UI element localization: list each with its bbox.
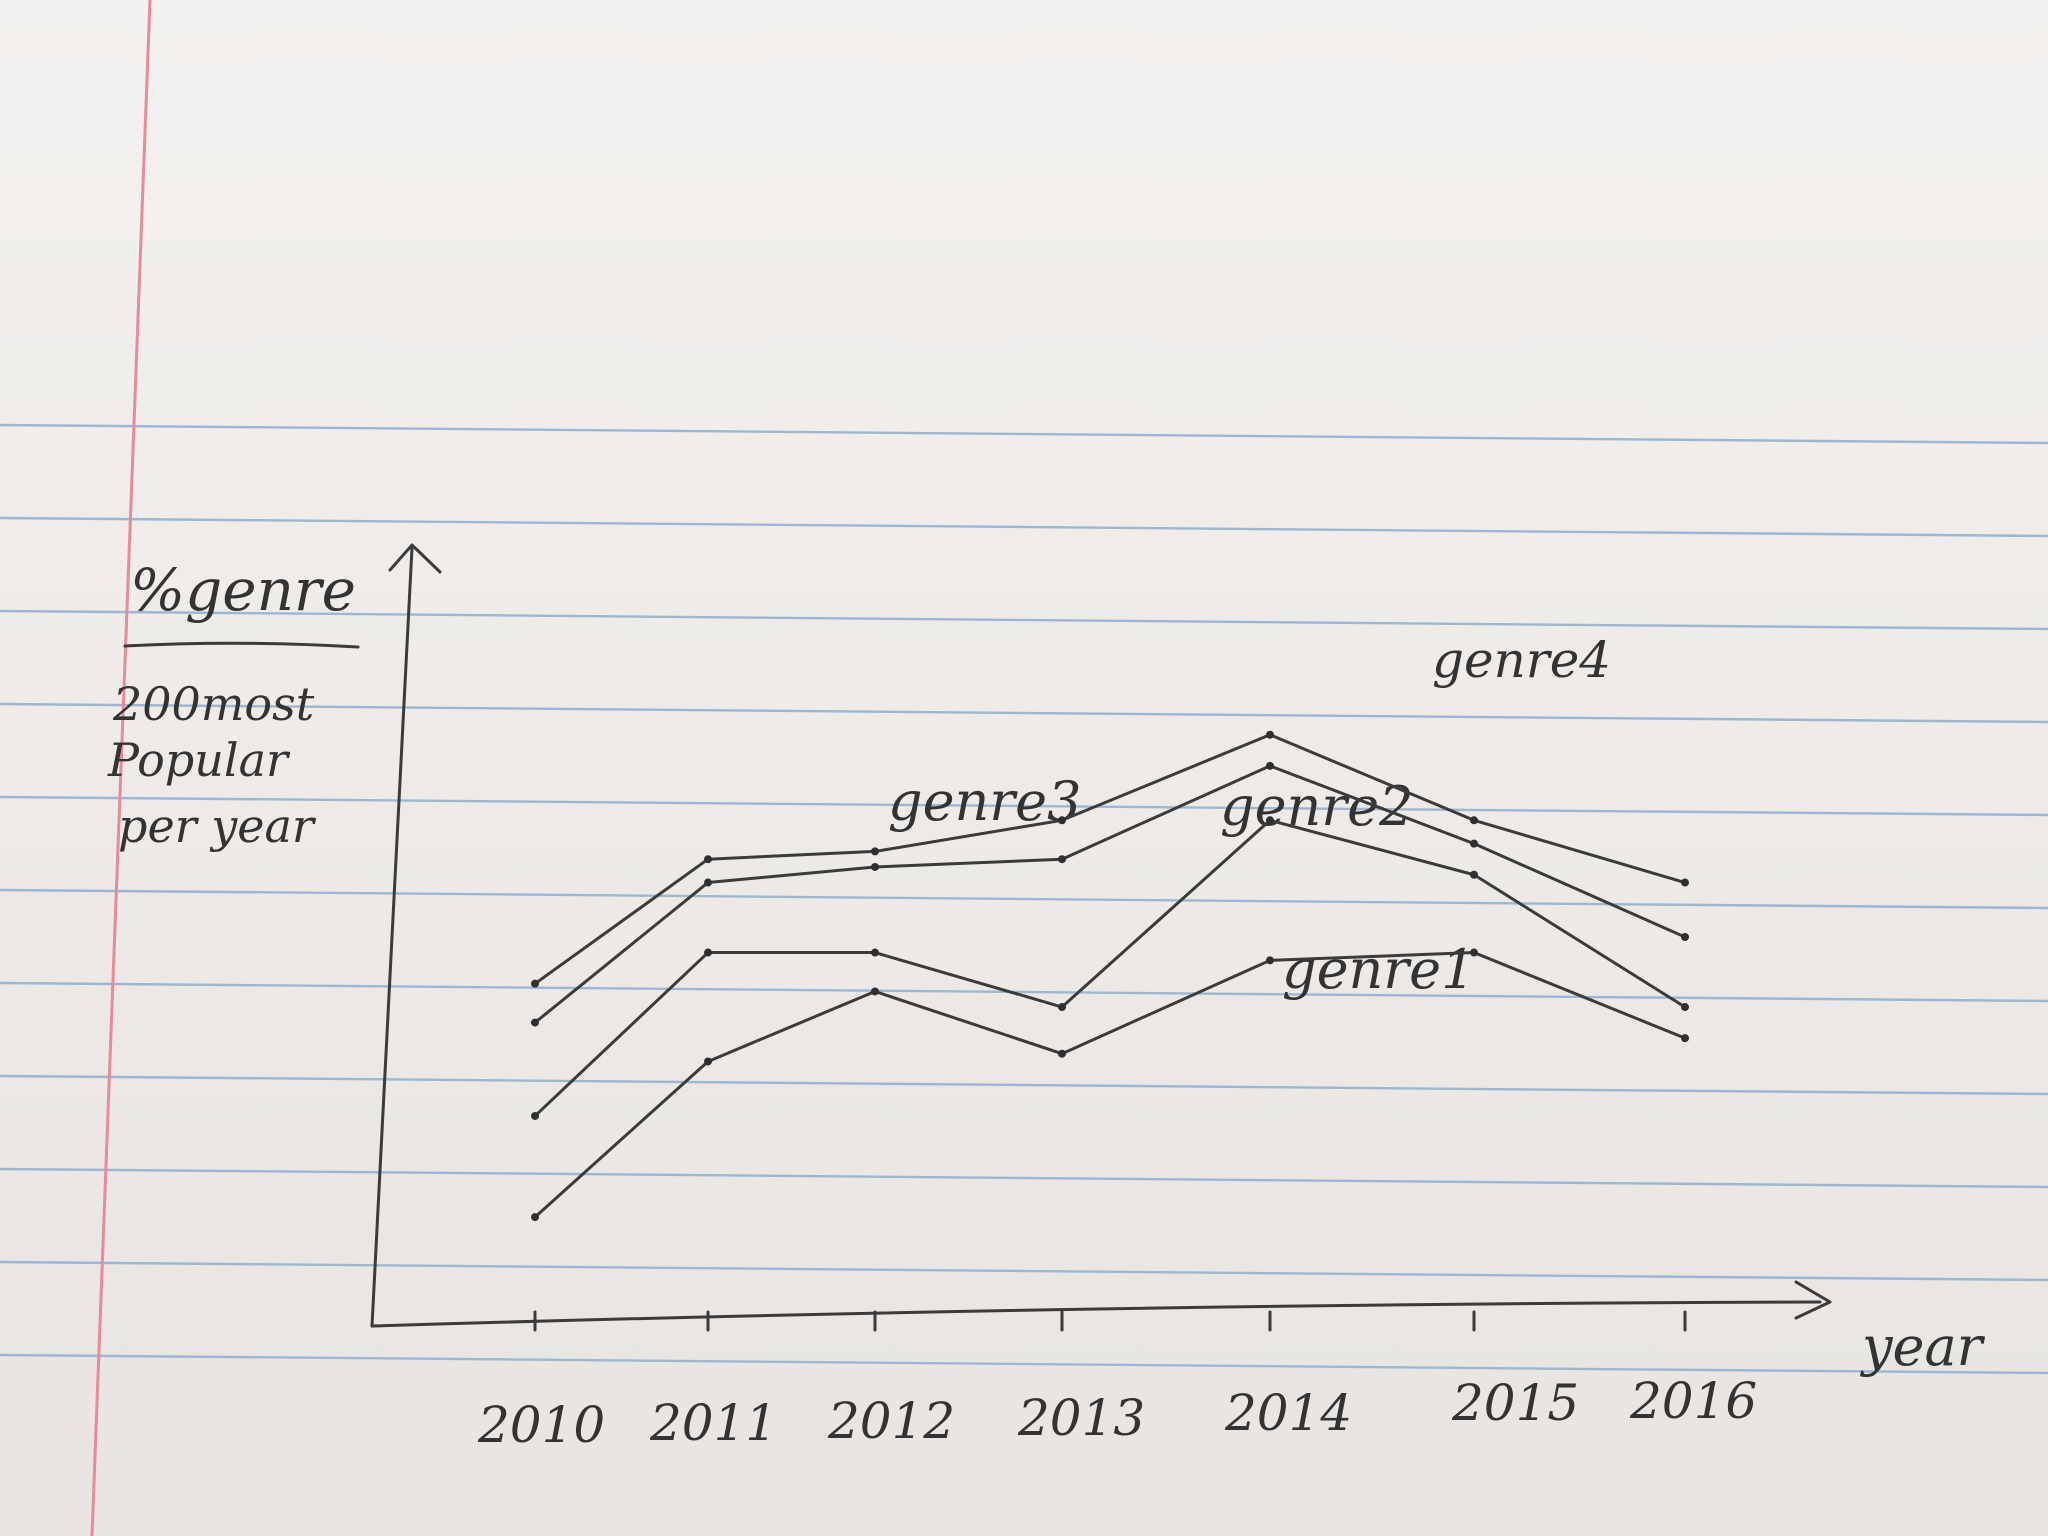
data-point-genre3-2010 xyxy=(531,1018,539,1027)
series-label-genre3: genre3 xyxy=(888,770,1081,833)
y-axis-arrowhead xyxy=(388,543,442,574)
data-point-genre4-2014 xyxy=(1266,730,1274,739)
data-point-genre1-2016 xyxy=(1681,1034,1689,1043)
data-point-genre2-2016 xyxy=(1681,1003,1689,1012)
data-point-genre4-2015 xyxy=(1470,816,1478,825)
x-tick-label-2013: 2013 xyxy=(1017,1389,1145,1447)
ruled-line xyxy=(0,795,2048,817)
y-axis-label-numerator: %genre xyxy=(130,556,356,624)
x-tick-label-2011: 2011 xyxy=(649,1394,777,1452)
x-tick-label-2010: 2010 xyxy=(477,1396,605,1454)
data-point-genre1-2012 xyxy=(871,987,879,996)
data-point-genre2-2015 xyxy=(1470,870,1478,879)
data-point-genre3-2012 xyxy=(871,862,879,871)
data-point-genre2-2011 xyxy=(704,948,712,957)
plot-area xyxy=(531,730,1689,1332)
ruled-lines xyxy=(0,423,2048,1375)
ruled-line xyxy=(0,1074,2048,1096)
y-axis-label-line-1: 200most xyxy=(112,677,315,731)
data-point-genre2-2010 xyxy=(531,1111,539,1120)
margin-line xyxy=(90,0,152,1536)
ruled-line xyxy=(0,702,2048,724)
data-point-genre1-2015 xyxy=(1470,948,1478,957)
series-label-genre1: genre1 xyxy=(1282,938,1475,1001)
x-tick-label-2016: 2016 xyxy=(1629,1372,1757,1430)
data-point-genre4-2011 xyxy=(704,855,712,864)
y-axis-label-fraction-bar xyxy=(123,641,360,649)
ruled-line xyxy=(0,1260,2048,1282)
ruled-line xyxy=(0,1167,2048,1189)
x-tick-label-2014: 2014 xyxy=(1224,1384,1352,1442)
y-axis-label-line-3: per year xyxy=(118,799,317,853)
data-point-genre1-2013 xyxy=(1058,1049,1066,1058)
data-point-genre3-2011 xyxy=(704,878,712,887)
data-point-genre1-2011 xyxy=(704,1057,712,1066)
data-point-genre3-2014 xyxy=(1266,761,1274,770)
data-point-genre3-2013 xyxy=(1058,855,1066,864)
x-tick-label-2012: 2012 xyxy=(827,1392,955,1450)
ruled-line xyxy=(0,888,2048,910)
data-point-genre1-2010 xyxy=(531,1213,539,1222)
ruled-line xyxy=(0,516,2048,538)
ruled-line xyxy=(0,981,2048,1003)
x-tick-label-2015: 2015 xyxy=(1451,1374,1579,1432)
data-point-genre2-2014 xyxy=(1266,816,1274,825)
y-axis-label-line-2: Popular xyxy=(107,733,291,787)
series-label-genre2: genre2 xyxy=(1220,775,1413,838)
data-point-genre4-2012 xyxy=(871,847,879,856)
data-point-genre2-2012 xyxy=(871,948,879,957)
x-axis-label: year xyxy=(1860,1315,1986,1378)
data-point-genre1-2014 xyxy=(1266,956,1274,965)
data-point-genre4-2013 xyxy=(1058,816,1066,825)
ruled-line xyxy=(0,609,2048,631)
y-axis xyxy=(370,546,414,1328)
series-label-genre4: genre4 xyxy=(1432,631,1611,689)
x-axis xyxy=(370,1300,1822,1328)
data-point-genre3-2015 xyxy=(1470,839,1478,848)
ruled-line xyxy=(0,1353,2048,1375)
data-point-genre3-2016 xyxy=(1681,933,1689,941)
x-axis-arrowhead xyxy=(1794,1280,1832,1320)
data-point-genre2-2013 xyxy=(1058,1003,1066,1012)
ruled-line xyxy=(0,423,2048,445)
data-point-genre4-2016 xyxy=(1681,878,1689,887)
data-point-genre4-2010 xyxy=(531,979,539,988)
